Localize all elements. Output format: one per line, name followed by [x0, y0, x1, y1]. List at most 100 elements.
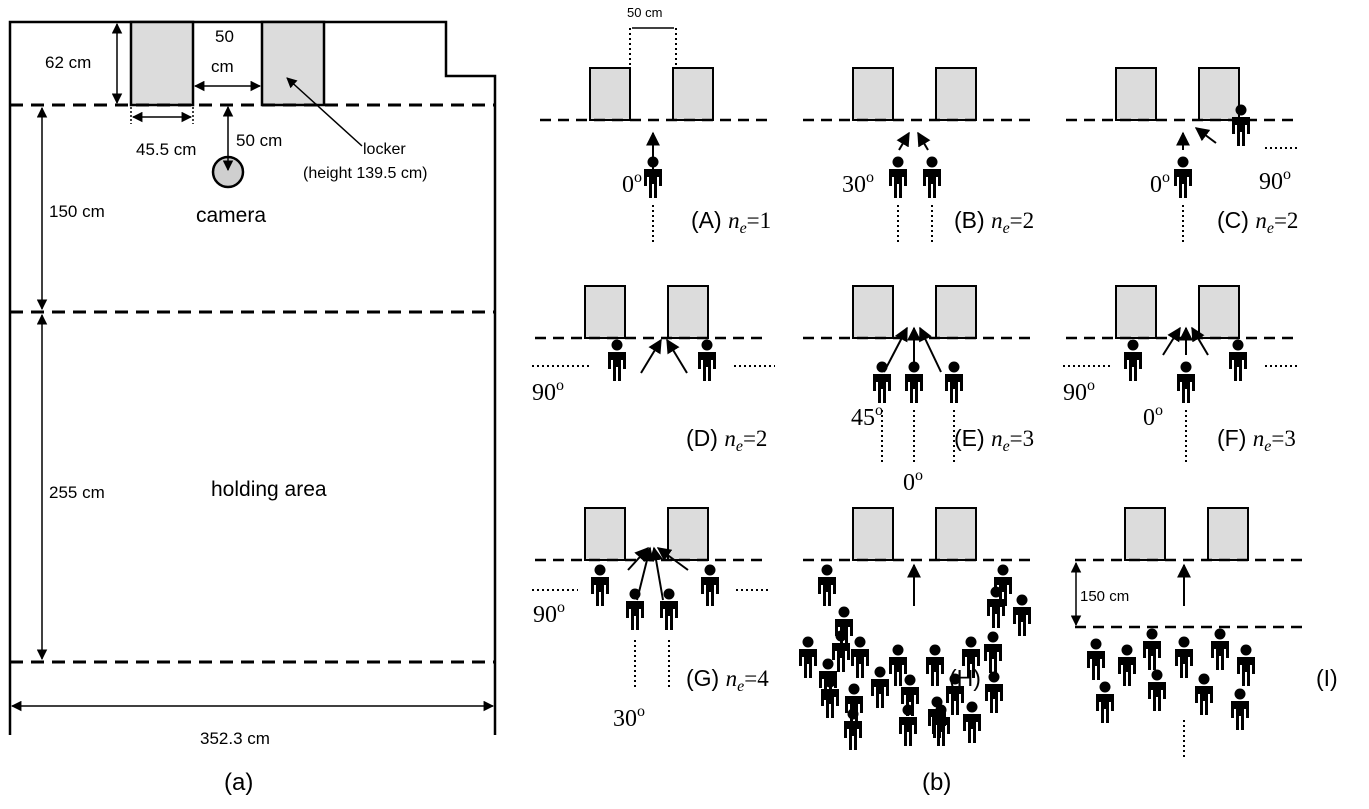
- scenario-i-lockers: [1075, 507, 1303, 562]
- person-icon: [889, 644, 907, 686]
- scenario-b-lockers: [803, 67, 1031, 122]
- scenario-e-lockers: [803, 285, 1031, 340]
- walk-arrow: [919, 326, 942, 373]
- walk-arrow: [1162, 326, 1181, 356]
- locker-right: [667, 507, 709, 561]
- locker-right: [935, 285, 977, 339]
- person-icon: [963, 701, 981, 743]
- person-icon: [1087, 638, 1105, 680]
- scenario-label-G: (G) ne=4: [686, 665, 769, 695]
- locker-left: [852, 67, 894, 121]
- scenario-d-lockers: [535, 285, 763, 340]
- locker-left: [852, 285, 894, 339]
- caption-b: (b): [922, 769, 951, 796]
- walk-arrow: [883, 326, 908, 373]
- person-icon: [984, 631, 1002, 673]
- angle-label-f1: 90o: [1063, 377, 1095, 406]
- angle-label-e1: 45o: [851, 402, 883, 431]
- locker-left: [852, 507, 894, 561]
- angle-label-c1: 0o: [1150, 169, 1170, 198]
- locker-left: [1124, 507, 1166, 561]
- person-icon: [926, 644, 944, 686]
- person-icon: [1195, 673, 1213, 715]
- locker-left: [584, 507, 626, 561]
- person-icon: [1143, 628, 1161, 670]
- scenario-f-lockers: [1066, 285, 1294, 340]
- locker-left: [584, 285, 626, 339]
- person-icon: [851, 636, 869, 678]
- label-camera: camera: [196, 204, 266, 227]
- person-icon: [923, 156, 941, 198]
- person-icon: [844, 708, 862, 750]
- panel-a: [8, 20, 497, 735]
- locker-left: [589, 67, 631, 121]
- person-icon: [1231, 688, 1249, 730]
- scenario-label-C: (C) ne=2: [1217, 207, 1298, 237]
- locker-left: [1115, 67, 1157, 121]
- label-50-top: 50: [215, 27, 234, 46]
- person-icon: [701, 564, 719, 606]
- label-width: 352.3 cm: [200, 729, 270, 748]
- person-icon: [945, 361, 963, 403]
- spacing-label: 50 cm: [627, 5, 662, 20]
- angle-label-d: 90o: [532, 377, 564, 406]
- person-icon: [889, 156, 907, 198]
- locker-pointer-arrow: [286, 77, 363, 147]
- label-62cm: 62 cm: [45, 53, 91, 72]
- panel-b: 0o (A) ne=1 50 cm 30o (B) ne=2 0o 90o (C) ne=2 9…: [532, 5, 1338, 760]
- scenario-h-lockers: [803, 507, 1031, 562]
- scenario-label-D: (D) ne=2: [686, 425, 767, 455]
- locker-right: [935, 507, 977, 561]
- scenario-label-E: (E) ne=3: [954, 425, 1034, 455]
- person-icon: [591, 564, 609, 606]
- locker-right: [1198, 285, 1240, 339]
- person-icon: [873, 361, 891, 403]
- walk-arrow: [656, 547, 689, 571]
- label-150cm-i: 150 cm: [1080, 588, 1129, 605]
- locker-left: [1115, 285, 1157, 339]
- walk-arrow: [1191, 326, 1209, 356]
- label-50cm-camera: 50 cm: [236, 131, 282, 150]
- label-holding-area: holding area: [211, 478, 327, 501]
- person-icon: [608, 339, 626, 381]
- angle-label-f2: 0o: [1143, 402, 1163, 431]
- scenario-label-I: (I): [1316, 665, 1338, 691]
- locker-right: [667, 285, 709, 339]
- person-icon: [698, 339, 716, 381]
- person-icon: [818, 564, 836, 606]
- person-icon: [871, 666, 889, 708]
- label-150cm: 150 cm: [49, 202, 105, 221]
- person-icon: [985, 671, 1003, 713]
- locker-right: [260, 20, 326, 107]
- label-255cm: 255 cm: [49, 483, 105, 502]
- person-icon: [626, 588, 644, 630]
- room-outline: [8, 20, 497, 735]
- person-icon: [1229, 339, 1247, 381]
- person-icon: [987, 586, 1005, 628]
- walk-arrow: [640, 338, 662, 374]
- locker-left: [129, 20, 195, 107]
- person-icon: [835, 606, 853, 648]
- walk-arrow: [896, 131, 910, 151]
- scenario-c-lockers: [1066, 67, 1294, 122]
- person-icon: [899, 704, 917, 746]
- person-icon: [1096, 681, 1114, 723]
- angle-label-b: 30o: [842, 169, 874, 198]
- locker-right: [1198, 67, 1240, 121]
- angle-label-g2: 30o: [613, 703, 645, 732]
- scenario-label-H: (H): [949, 665, 981, 691]
- caption-a: (a): [224, 769, 253, 796]
- person-icon: [1148, 669, 1166, 711]
- person-icon: [1175, 636, 1193, 678]
- walk-arrow: [649, 546, 664, 601]
- person-icon: [644, 156, 662, 198]
- scenario-a-lockers: [540, 67, 768, 122]
- label-50-top-cm: cm: [211, 57, 234, 76]
- scenario-label-A: (A) ne=1: [691, 207, 771, 237]
- locker-right: [1207, 507, 1249, 561]
- angle-label-g1: 90o: [533, 599, 565, 628]
- walk-arrow: [917, 131, 931, 151]
- person-icon: [1118, 644, 1136, 686]
- label-455cm: 45.5 cm: [136, 140, 196, 159]
